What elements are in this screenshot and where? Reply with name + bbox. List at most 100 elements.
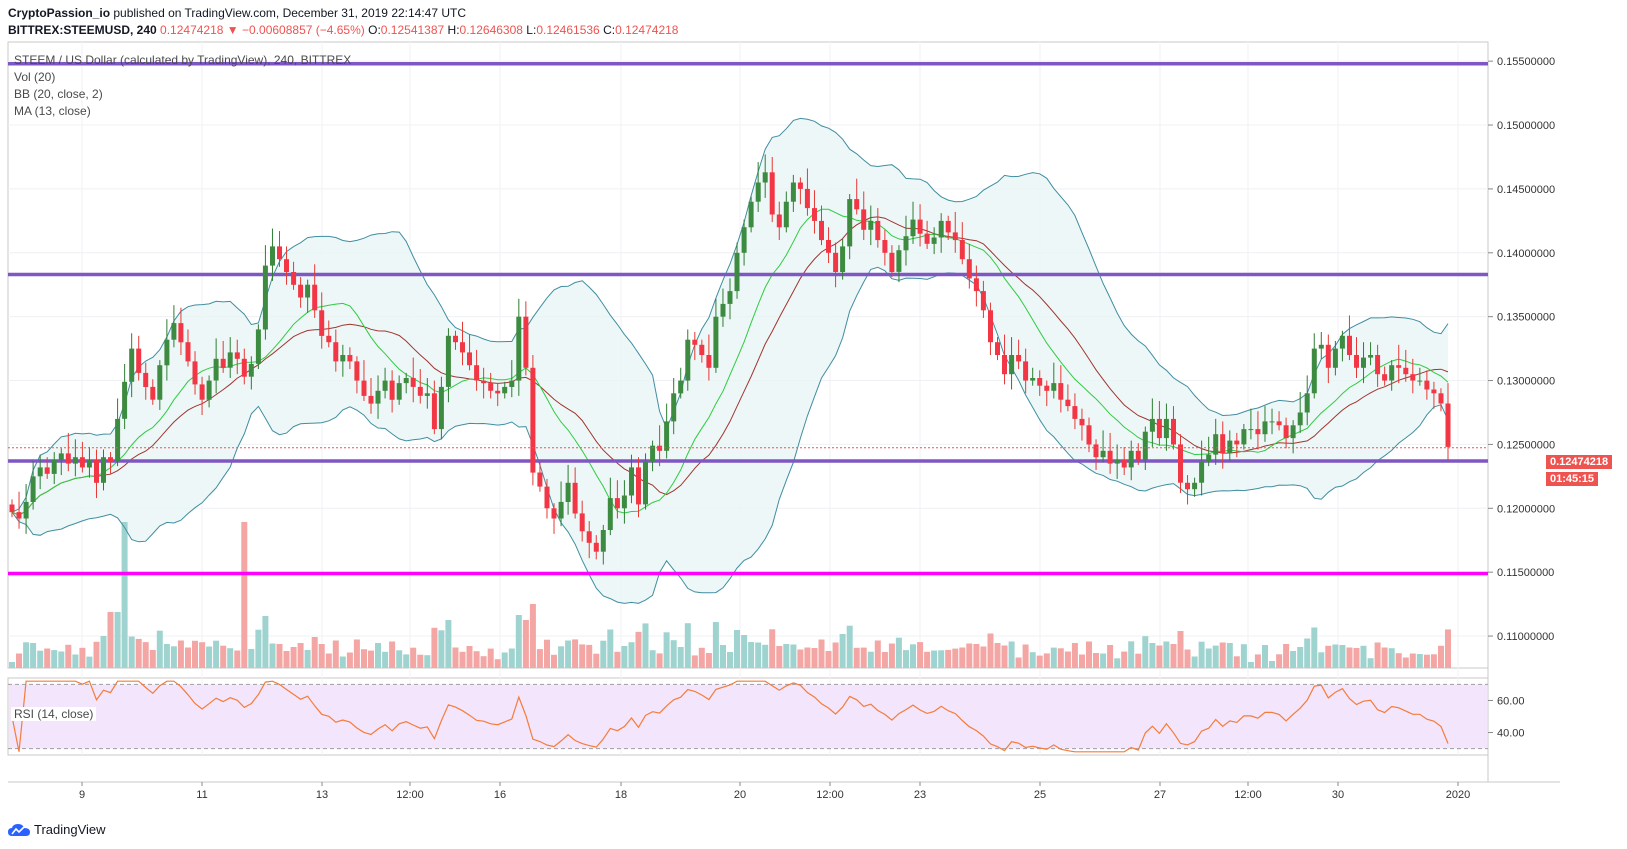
candle-body (755, 182, 761, 202)
volume-bar (698, 647, 705, 668)
volume-bar (1339, 645, 1346, 668)
candle-body (199, 384, 205, 400)
candle-body (347, 355, 353, 362)
volume-bar (170, 646, 177, 668)
volume-bar (565, 640, 572, 668)
tradingview-logo[interactable]: TradingView (8, 822, 106, 837)
volume-bar (1247, 662, 1254, 668)
volume-bar (945, 649, 952, 668)
candle-body (551, 508, 557, 519)
candle-body (924, 233, 930, 244)
volume-bar (466, 646, 473, 668)
candle-body (959, 240, 965, 260)
candle-body (847, 199, 853, 247)
candle-body (213, 358, 219, 381)
price-tick-label: 0.12500000 (1497, 439, 1555, 451)
candle-body (375, 390, 381, 404)
volume-bar (114, 612, 121, 668)
candle-body (1149, 418, 1155, 432)
time-tick-label: 11 (196, 789, 207, 801)
volume-bar (1226, 643, 1233, 668)
candle-body (1389, 365, 1395, 381)
volume-bar (614, 651, 621, 668)
volume-bar (1191, 656, 1198, 668)
volume-bar (1064, 651, 1071, 668)
time-tick-label: 12:00 (1234, 789, 1262, 801)
candle-body (973, 278, 979, 292)
candle-body (812, 208, 817, 221)
candle-body (248, 363, 254, 377)
candle-body (734, 252, 740, 292)
volume-bar (790, 644, 797, 668)
candle-body (516, 316, 522, 381)
candle-body (776, 214, 782, 228)
candle-body (467, 352, 472, 366)
volume-bar (1086, 641, 1092, 668)
candle-body (1438, 393, 1444, 404)
volume-legend[interactable]: Vol (20) (14, 70, 56, 84)
volume-bar (128, 636, 135, 668)
volume-bar (1057, 648, 1064, 668)
candle-body (333, 342, 339, 362)
tradingview-cloud-icon (8, 823, 30, 836)
volume-bar (867, 651, 874, 668)
candle-body (1065, 399, 1071, 407)
candle-body (586, 531, 592, 543)
candle-body (206, 380, 212, 400)
ma-legend[interactable]: MA (13, close) (14, 104, 91, 118)
candle-body (840, 246, 846, 272)
bar-countdown-tag: 01:45:15 (1546, 472, 1599, 486)
volume-bar (1184, 649, 1191, 668)
volume-bar (860, 647, 867, 668)
candle-body (431, 393, 437, 430)
candle-body (762, 172, 768, 183)
volume-bar (663, 632, 670, 668)
volume-bar (529, 604, 536, 668)
candle-body (192, 361, 198, 385)
symbol-ohlc-bar: BITTREX:STEEMUSD, 240 0.12474218 ▼ −0.00… (8, 23, 678, 37)
volume-bar (1205, 648, 1212, 668)
volume-bar (23, 642, 30, 668)
candle-body (741, 227, 747, 253)
rsi-band-fill (9, 684, 1487, 749)
volume-bar (1050, 647, 1057, 668)
time-tick-label: 9 (79, 789, 85, 801)
candle-body (438, 386, 444, 430)
candle-body (1163, 418, 1169, 439)
volume-bar (1043, 653, 1050, 668)
volume-bar (234, 650, 241, 668)
volume-bar (1128, 641, 1135, 668)
candle-body (544, 486, 550, 509)
candle-body (115, 418, 121, 462)
rsi-legend[interactable]: RSI (14, close) (11, 707, 97, 721)
bollinger-legend[interactable]: BB (20, close, 2) (14, 87, 103, 101)
volume-bar (832, 642, 839, 668)
candle-body (1311, 348, 1317, 394)
volume-bar (1381, 647, 1388, 668)
volume-bar (1269, 661, 1275, 668)
volume-bar (769, 629, 776, 668)
candle-body (319, 310, 325, 336)
volume-bar (895, 637, 902, 668)
candle-body (1445, 403, 1451, 447)
candle-body (621, 495, 627, 509)
candle-body (403, 378, 409, 384)
volume-bar (1388, 648, 1395, 668)
price-tick-label: 0.14500000 (1497, 184, 1555, 196)
candle-body (86, 459, 92, 468)
candle-body (819, 220, 824, 241)
candle-body (1192, 482, 1198, 490)
time-tick-label: 2020 (1446, 789, 1470, 801)
volume-bar (163, 644, 170, 668)
volume-bar (438, 630, 445, 668)
volume-bar (9, 662, 15, 668)
bollinger-upper (11, 117, 1449, 513)
volume-bar (220, 645, 227, 668)
volume-bar (480, 656, 487, 668)
volume-bar (1374, 642, 1381, 668)
volume-bar (903, 650, 909, 668)
candle-body (1171, 418, 1176, 445)
volume-bar (410, 647, 417, 668)
candle-body (495, 390, 501, 394)
